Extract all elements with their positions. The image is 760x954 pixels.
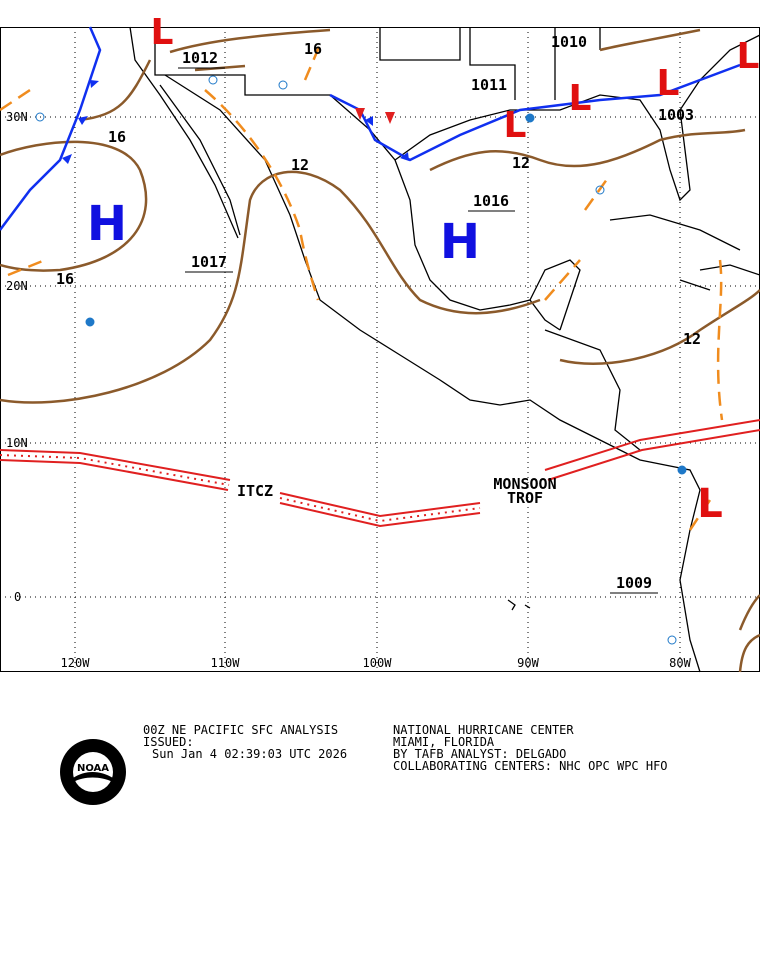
low-center: L (569, 78, 592, 119)
trough (204, 89, 320, 301)
isobar (559, 289, 760, 365)
map-frame (0, 27, 760, 672)
isobar-label: 1003 (658, 106, 694, 124)
graticule (0, 27, 760, 672)
isobar-label: 12 (683, 330, 701, 348)
lon-label: 90W (517, 656, 539, 670)
isobar (79, 59, 152, 122)
station (278, 80, 288, 90)
monsoon-trough (544, 419, 760, 481)
map: 1012 16 1010 1011 1003 16 12 12 1016 101… (0, 12, 760, 673)
isobar-label: 16 (56, 270, 74, 288)
isobar-label: 1011 (471, 76, 507, 94)
border (154, 27, 601, 100)
lon-labels: 120W 110W 100W 90W 80W (61, 656, 692, 670)
noaa-logo-text: NOAA (77, 763, 109, 774)
itcz-label: ITCZ (237, 482, 273, 500)
troughs (0, 39, 724, 531)
lon-label: 120W (61, 656, 91, 670)
center-name: NATIONAL HURRICANE CENTER (393, 723, 574, 737)
isobar-label: 16 (304, 40, 322, 58)
footer: NOAA 00Z NE PACIFIC SFC ANALYSIS ISSUED:… (60, 723, 668, 805)
station (667, 635, 677, 645)
itcz-hatch (0, 454, 481, 523)
pressure-labels: 1012 16 1010 1011 1003 16 12 12 1016 101… (56, 33, 701, 594)
station (208, 75, 218, 85)
front-barb (355, 108, 395, 124)
itcz-line (0, 459, 481, 528)
center-location: MIAMI, FLORIDA (393, 735, 495, 749)
isobar (738, 594, 760, 673)
lon-label: 110W (211, 656, 241, 670)
feature-labels: ITCZ MONSOON TROF (237, 475, 557, 507)
isobar-label: 1010 (551, 33, 587, 51)
collaborating-centers: COLLABORATING CENTERS: NHC OPC WPC HFO (393, 759, 668, 773)
isobar-label: 1016 (473, 192, 509, 210)
analyst: BY TAFB ANALYST: DELGADO (393, 747, 566, 761)
lat-label: 30N (6, 110, 28, 124)
coastline (609, 214, 760, 291)
fronts (0, 26, 741, 231)
high-center: H (440, 214, 480, 270)
itcz (0, 419, 760, 528)
trough-label: TROF (507, 489, 543, 507)
station (595, 185, 605, 195)
noaa-logo-inner (73, 752, 113, 792)
isobar-label: 1009 (616, 574, 652, 592)
trough-label: MONSOON (493, 475, 556, 493)
coastline (507, 599, 531, 611)
station (677, 465, 687, 475)
trough (0, 39, 724, 531)
station (35, 112, 45, 122)
isobar (429, 128, 746, 172)
low-center: L (697, 481, 723, 527)
isobar (0, 170, 541, 404)
lat-label: 10N (6, 436, 28, 450)
lat-label: 0 (14, 590, 21, 604)
stations (35, 75, 687, 645)
lat-label: 20N (6, 279, 28, 293)
product-title: 00Z NE PACIFIC SFC ANALYSIS (143, 723, 338, 737)
issued-label: ISSUED: (143, 735, 194, 749)
low-center: L (657, 63, 680, 104)
lon-label: 80W (669, 656, 691, 670)
low-center: L (151, 12, 174, 53)
pressure-centers: H H L L L L L L (87, 12, 760, 527)
station (85, 317, 95, 327)
coastline (394, 34, 760, 202)
issued-time: Sun Jan 4 02:39:03 UTC 2026 (152, 747, 347, 761)
noaa-logo-bird (73, 772, 113, 782)
lat-labels: 30N 20N 10N 0 (6, 110, 28, 604)
isobar-label: 1017 (191, 253, 227, 271)
station (525, 113, 535, 123)
low-center: L (737, 36, 760, 77)
lon-label: 100W (363, 656, 393, 670)
high-center: H (87, 196, 127, 252)
itcz-line (0, 449, 481, 518)
cold-front (0, 26, 102, 231)
isobar-label: 1012 (182, 49, 218, 67)
isobar (0, 140, 148, 272)
isobar-label: 12 (291, 156, 309, 174)
isobars (0, 28, 760, 673)
coastline (129, 26, 701, 673)
low-center: L (504, 105, 527, 146)
isobar-label: 16 (108, 128, 126, 146)
isobar-label: 12 (512, 154, 530, 172)
